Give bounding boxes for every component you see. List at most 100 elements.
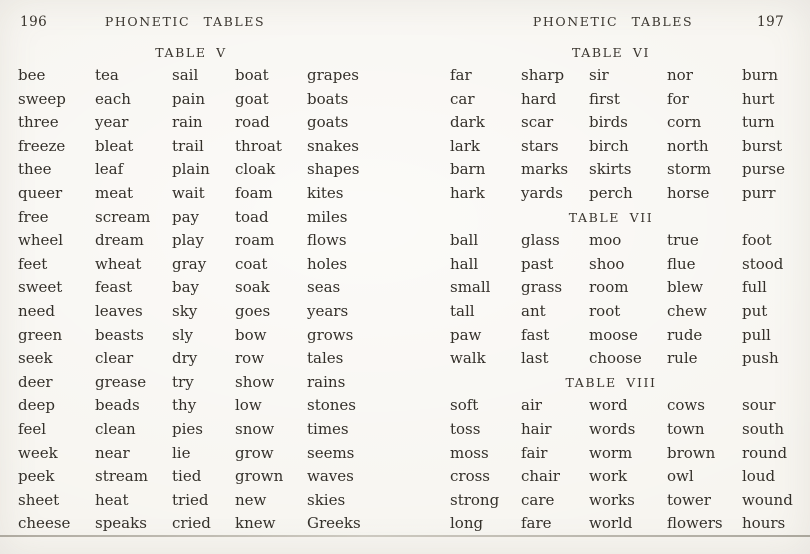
word-cell: roam: [235, 231, 275, 250]
table-row: queer meat wait foam kites: [0, 182, 405, 206]
word-cell: sky: [172, 302, 198, 321]
word-cell: waves: [307, 467, 354, 486]
word-cell: wheat: [95, 254, 142, 273]
word-cell: stream: [95, 467, 148, 486]
word-cell: stones: [307, 396, 356, 415]
table-row: feet wheat gray coat holes: [0, 252, 405, 276]
word-cell: moose: [589, 325, 638, 344]
table-title: TABLE VII: [568, 210, 654, 226]
word-cell: strong: [450, 490, 500, 509]
word-cell: wait: [172, 184, 205, 203]
word-cell: brown: [667, 443, 716, 462]
table-row: long fare world flowers hours: [405, 512, 810, 536]
word-cell: sour: [742, 396, 776, 415]
word-cell: bee: [18, 66, 46, 85]
word-cell: stood: [742, 254, 784, 273]
word-cell: foam: [235, 184, 273, 203]
word-cell: soak: [235, 278, 270, 297]
word-cell: tied: [172, 467, 202, 486]
word-cell: true: [667, 231, 699, 250]
table-row: tall ant root chew put: [405, 300, 810, 324]
word-cell: barn: [450, 160, 486, 179]
word-cell: burn: [742, 66, 779, 85]
word-cell: birds: [589, 113, 628, 132]
table-row: car hard first for hurt: [405, 87, 810, 111]
word-cell: lark: [450, 136, 480, 155]
word-cell: grown: [235, 467, 284, 486]
word-cell: boat: [235, 66, 269, 85]
word-cell: three: [18, 113, 59, 132]
word-cell: ball: [450, 231, 479, 250]
word-cell: heat: [95, 490, 129, 509]
word-cell: bow: [235, 325, 267, 344]
word-cell: flows: [307, 231, 347, 250]
table-row: feel clean pies snow times: [0, 418, 405, 442]
table-title-row: TABLE VI: [405, 40, 810, 64]
word-cell: nor: [667, 66, 693, 85]
word-cell: clear: [95, 349, 134, 368]
word-cell: peek: [18, 467, 55, 486]
word-cell: sir: [589, 66, 609, 85]
word-cell: south: [742, 420, 785, 438]
word-cell: sharp: [521, 66, 565, 85]
word-cell: tall: [450, 302, 475, 321]
word-cell: fare: [521, 514, 552, 533]
table-title-row: TABLE VII: [405, 205, 810, 229]
word-cell: purr: [742, 184, 776, 203]
word-cell: shapes: [307, 160, 360, 179]
word-cell: grows: [307, 325, 354, 344]
page-number-right: 197: [757, 14, 785, 30]
word-cell: long: [450, 514, 484, 533]
word-cell: chew: [667, 302, 707, 321]
word-cell: snow: [235, 420, 275, 438]
word-cell: full: [742, 278, 767, 297]
table-row: far sharp sir nor burn: [405, 64, 810, 88]
word-cell: rule: [667, 349, 698, 368]
table-title: TABLE V: [155, 45, 227, 60]
word-cell: wound: [742, 490, 793, 509]
word-cell: week: [18, 443, 58, 462]
word-cell: worm: [589, 443, 633, 462]
word-cell: works: [589, 490, 635, 509]
word-cell: leaves: [95, 302, 143, 321]
word-cell: owl: [667, 467, 694, 486]
word-cell: work: [589, 467, 628, 486]
table-row: walk last choose rule push: [405, 347, 810, 371]
word-cell: throat: [235, 136, 282, 155]
word-cell: root: [589, 302, 621, 321]
page-number-left: 196: [20, 14, 48, 30]
word-cell: pay: [172, 207, 200, 226]
word-cell: pies: [172, 420, 203, 438]
table-row: wheel dream play roam flows: [0, 229, 405, 253]
table-row: freeze bleat trail throat snakes: [0, 134, 405, 158]
word-cell: cloak: [235, 160, 276, 179]
word-cell: fair: [521, 443, 548, 462]
table-title: TABLE VIII: [565, 375, 657, 391]
word-cell: air: [521, 396, 542, 415]
word-cell: sweep: [18, 89, 66, 108]
word-cell: deep: [18, 396, 55, 415]
table-row: thee leaf plain cloak shapes: [0, 158, 405, 182]
word-cell: car: [450, 89, 475, 108]
word-cell: flowers: [667, 514, 723, 533]
table-row: three year rain road goats: [0, 111, 405, 135]
word-cell: far: [450, 66, 472, 85]
word-cell: trail: [172, 136, 204, 155]
scan-bottom-edge-line: [0, 535, 810, 537]
word-cell: grease: [95, 372, 147, 391]
word-cell: hard: [521, 89, 557, 108]
word-cell: miles: [307, 207, 348, 226]
word-cell: hark: [450, 184, 485, 203]
word-cell: seek: [18, 349, 53, 368]
table-row: hall past shoo flue stood: [405, 252, 810, 276]
word-cell: dark: [450, 113, 485, 132]
word-cell: corn: [667, 113, 702, 132]
word-cell: round: [742, 443, 788, 462]
word-cell: for: [667, 89, 689, 108]
word-cell: show: [235, 372, 275, 391]
word-cell: near: [95, 443, 130, 462]
word-cell: freeze: [18, 136, 66, 155]
table-row: sweet feast bay soak seas: [0, 276, 405, 300]
table-row: moss fair worm brown round: [405, 441, 810, 465]
word-cell: tower: [667, 490, 711, 509]
